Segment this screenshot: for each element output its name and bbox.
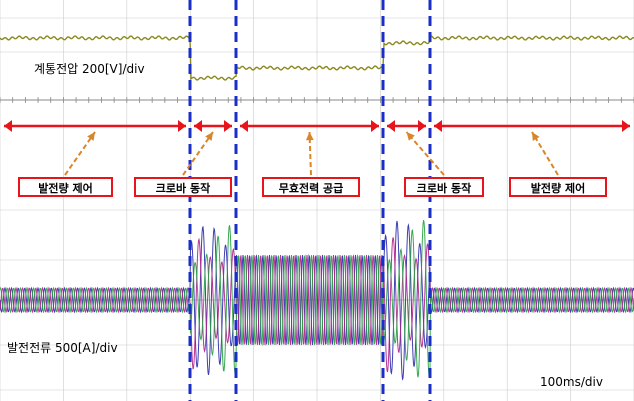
pointer-line-4 [405,131,445,176]
mode-label-reactive-power: 무효전력 공급 [262,177,360,197]
pointer-head-5 [532,132,540,141]
pointer-head-3 [305,132,314,141]
mode-label-output-control-2: 발전량 제어 [509,177,607,197]
pointer-line-1 [64,131,96,176]
mode-label-crowbar-2: 크로바 동작 [404,177,484,197]
voltage-trace [0,35,634,81]
voltage-channel-label: 계통전압 200[V]/div [34,62,145,76]
pointer-line-2 [182,131,214,176]
mode-arrow-head-left [434,120,442,132]
pointer-head-4 [406,132,415,141]
mode-arrow-head-left [240,120,248,132]
mode-arrow-head-left [4,120,12,132]
mode-arrow-head-right [418,120,426,132]
mode-arrow-head-right [371,120,379,132]
mode-arrow-head-right [622,120,630,132]
current-trace-phase-3 [0,220,634,379]
mode-arrow-head-right [178,120,186,132]
mode-arrow-head-left [194,120,202,132]
pointer-head-2 [205,132,213,141]
mode-label-output-control-1: 발전량 제어 [18,177,113,197]
mode-arrow-head-left [387,120,395,132]
current-trace-phase-2 [0,237,634,373]
time-scale-label: 100ms/div [540,375,603,389]
pointer-line-5 [531,131,559,176]
mode-arrow-head-right [224,120,232,132]
current-channel-label: 발전전류 500[A]/div [7,341,118,355]
pointer-head-1 [87,132,95,141]
mode-label-crowbar-1: 크로바 동작 [134,177,232,197]
